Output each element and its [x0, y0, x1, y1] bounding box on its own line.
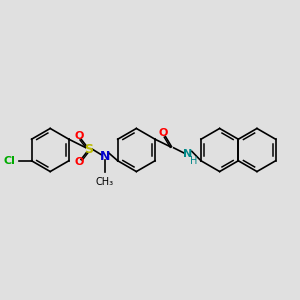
Text: CH₃: CH₃: [96, 177, 114, 187]
Text: H: H: [190, 156, 197, 166]
Text: O: O: [74, 131, 84, 141]
Text: S: S: [85, 143, 94, 156]
Text: Cl: Cl: [4, 156, 16, 166]
Text: N: N: [100, 150, 110, 163]
Text: O: O: [74, 157, 84, 167]
Text: N: N: [183, 148, 193, 159]
Text: O: O: [159, 128, 168, 139]
